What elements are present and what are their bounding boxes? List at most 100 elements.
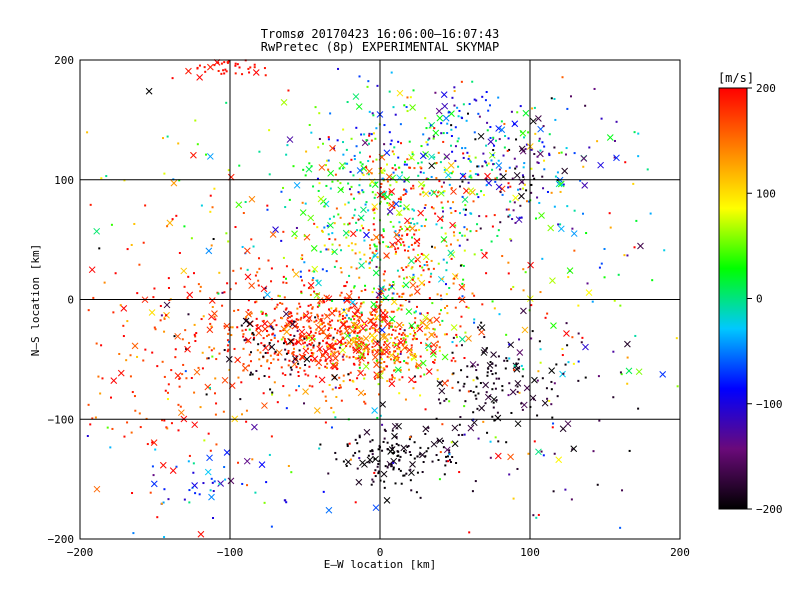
data-point xyxy=(321,323,324,326)
data-point xyxy=(151,441,154,444)
data-point xyxy=(363,377,366,380)
data-point xyxy=(476,377,479,380)
data-point xyxy=(350,318,353,321)
data-point xyxy=(479,227,482,230)
data-point-x xyxy=(244,336,252,344)
data-point xyxy=(543,159,546,162)
data-point xyxy=(470,176,473,179)
data-point-x xyxy=(409,281,417,289)
data-point-x xyxy=(531,376,538,384)
data-point xyxy=(515,165,518,168)
data-point xyxy=(388,327,391,330)
data-point xyxy=(467,157,470,160)
data-point xyxy=(290,368,293,371)
data-point xyxy=(177,403,180,406)
data-point xyxy=(394,482,397,485)
data-point xyxy=(402,474,405,477)
data-point xyxy=(553,146,556,149)
data-point xyxy=(389,220,392,223)
data-point xyxy=(378,352,381,355)
data-point-x xyxy=(379,401,387,408)
data-point xyxy=(485,184,488,187)
data-point xyxy=(491,225,494,228)
data-point xyxy=(188,341,191,344)
data-point xyxy=(565,147,568,150)
data-point xyxy=(486,129,489,132)
data-point xyxy=(311,307,314,310)
data-point xyxy=(510,288,513,291)
data-point xyxy=(260,364,263,367)
data-point-x xyxy=(563,330,570,337)
data-point xyxy=(334,342,337,345)
data-point xyxy=(386,311,389,314)
data-point xyxy=(436,195,439,198)
data-point-x xyxy=(419,152,427,160)
data-point xyxy=(397,444,400,447)
data-point xyxy=(469,170,472,173)
data-point-x xyxy=(204,383,212,391)
data-point-x xyxy=(243,247,251,255)
data-point xyxy=(372,132,375,135)
data-point xyxy=(381,177,384,180)
data-point xyxy=(455,461,458,464)
data-point xyxy=(501,385,504,388)
data-point xyxy=(345,345,348,348)
data-point xyxy=(201,351,204,354)
data-point xyxy=(312,277,315,280)
data-point xyxy=(407,249,410,252)
data-point xyxy=(348,325,351,328)
data-point xyxy=(267,259,270,262)
data-point xyxy=(130,431,133,434)
data-point xyxy=(458,244,461,247)
data-point xyxy=(322,332,325,335)
data-point xyxy=(373,323,376,326)
data-point xyxy=(252,333,255,336)
data-point xyxy=(480,321,483,324)
data-point xyxy=(313,338,316,341)
data-point xyxy=(580,341,583,344)
data-point xyxy=(131,391,134,394)
data-point xyxy=(449,243,452,246)
data-point xyxy=(316,226,319,229)
data-point xyxy=(324,350,327,353)
data-point-x xyxy=(169,467,177,474)
data-point-x xyxy=(235,201,243,209)
data-point xyxy=(292,351,295,354)
data-point xyxy=(262,355,265,358)
data-point xyxy=(508,357,511,360)
data-point-x xyxy=(535,448,542,456)
data-point-x xyxy=(255,329,263,337)
data-point-x xyxy=(413,288,421,295)
data-point xyxy=(98,247,101,250)
data-point xyxy=(101,377,104,380)
data-point xyxy=(349,458,352,461)
data-point xyxy=(345,236,348,239)
data-point xyxy=(368,327,371,330)
data-point xyxy=(154,448,157,451)
data-point xyxy=(246,340,249,343)
data-point-x xyxy=(302,388,309,395)
data-point xyxy=(503,146,506,149)
data-point xyxy=(539,361,542,364)
data-point-x xyxy=(267,321,274,328)
data-point xyxy=(381,290,384,293)
data-point xyxy=(409,225,412,228)
data-point xyxy=(445,460,448,463)
data-point xyxy=(239,267,242,270)
data-point xyxy=(343,299,346,302)
data-point xyxy=(377,470,380,473)
data-point xyxy=(370,259,373,262)
data-point xyxy=(379,356,382,359)
data-point xyxy=(317,146,320,149)
data-point xyxy=(100,344,103,347)
data-point xyxy=(411,217,414,220)
data-point xyxy=(386,255,389,258)
data-point xyxy=(376,465,379,468)
data-point xyxy=(355,341,358,344)
data-point xyxy=(244,201,247,204)
data-point xyxy=(398,332,401,335)
data-point xyxy=(327,472,330,475)
data-point xyxy=(383,143,386,146)
data-point xyxy=(279,330,282,333)
data-point xyxy=(340,399,343,402)
